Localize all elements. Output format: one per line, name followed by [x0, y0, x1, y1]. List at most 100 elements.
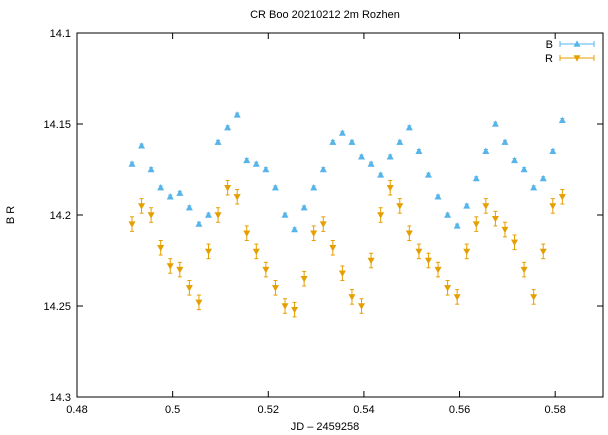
- data-point: [530, 184, 538, 191]
- y-tick-label: 14.25: [43, 301, 71, 313]
- data-point: [444, 285, 452, 292]
- data-point: [138, 203, 146, 210]
- data-point: [463, 202, 471, 209]
- y-tick-label: 14.15: [43, 119, 71, 131]
- data-point: [214, 138, 222, 145]
- series-B: [128, 111, 566, 233]
- data-point: [377, 171, 385, 178]
- data-point: [501, 226, 509, 234]
- data-point: [204, 248, 213, 256]
- data-point: [348, 138, 356, 145]
- data-point: [463, 248, 471, 256]
- data-point: [166, 193, 174, 200]
- data-point: [472, 221, 480, 228]
- x-axis-label: JD – 2459258: [291, 421, 360, 433]
- data-point: [377, 212, 385, 219]
- data-point: [558, 116, 566, 124]
- data-point: [405, 124, 413, 131]
- chart-title: CR Boo 20210212 2m Rozhen: [250, 9, 400, 21]
- axes: 0.48 0.5 0.52 0.54 0.56 0.58 14.1 14.15 14.2 14.2…: [43, 28, 604, 416]
- data-point: [530, 294, 538, 301]
- data-point: [329, 138, 337, 145]
- x-tick-label: 0.56: [449, 404, 470, 416]
- data-point: [539, 248, 547, 256]
- data-point: [176, 266, 184, 274]
- data-point: [482, 147, 490, 154]
- data-point: [415, 248, 423, 256]
- data-point: [204, 211, 213, 218]
- data-point: [185, 204, 193, 211]
- data-point: [491, 215, 499, 223]
- data-point: [224, 124, 232, 131]
- data-point: [444, 211, 452, 218]
- x-tick-label: 0.48: [66, 404, 87, 416]
- data-point: [319, 221, 327, 228]
- data-point: [396, 138, 404, 145]
- data-point: [300, 275, 308, 283]
- x-tick-label: 0.5: [165, 404, 180, 416]
- y-axis-label: B R: [5, 206, 17, 224]
- data-point: [310, 184, 318, 191]
- data-point: [424, 171, 432, 178]
- data-point: [157, 245, 165, 252]
- x-tick-label: 0.52: [258, 404, 279, 416]
- data-point: [262, 165, 270, 173]
- data-point: [549, 203, 557, 210]
- data-point: [453, 222, 461, 229]
- data-point: [300, 204, 308, 211]
- data-point: [511, 239, 519, 246]
- data-point: [367, 257, 375, 265]
- data-point: [176, 189, 184, 196]
- data-point: [262, 266, 270, 274]
- data-point: [166, 263, 174, 270]
- data-point: [291, 225, 299, 233]
- data-point: [243, 156, 251, 164]
- data-point: [195, 299, 203, 306]
- data-point: [195, 220, 203, 227]
- data-point: [147, 212, 155, 219]
- data-point: [482, 203, 490, 210]
- data-point: [358, 153, 366, 160]
- data-point: [539, 174, 547, 182]
- data-point: [271, 184, 279, 191]
- data-point: [243, 230, 251, 237]
- data-point: [338, 129, 346, 136]
- data-point: [415, 147, 423, 154]
- data-point: [386, 185, 394, 192]
- data-point: [520, 266, 528, 274]
- data-point: [348, 294, 356, 301]
- data-point: [281, 211, 289, 218]
- data-point: [367, 160, 375, 167]
- data-point: [549, 147, 557, 154]
- data-point: [128, 160, 136, 167]
- y-tick-label: 14.1: [50, 28, 71, 40]
- data-point: [319, 165, 327, 173]
- data-point: [252, 160, 260, 167]
- y-tick-label: 14.2: [50, 210, 71, 222]
- x-tick-label: 0.58: [544, 404, 565, 416]
- x-tick-label: 0.54: [353, 404, 374, 416]
- data-point: [310, 230, 318, 237]
- legend: BR: [545, 39, 595, 65]
- data-point: [386, 153, 394, 160]
- legend-label: B: [546, 39, 553, 51]
- data-point: [128, 221, 136, 228]
- data-point: [233, 111, 241, 118]
- legend-label: R: [545, 53, 553, 65]
- data-point: [338, 270, 346, 277]
- series-R: [128, 179, 566, 318]
- y-tick-label: 14.3: [50, 392, 71, 404]
- data-point: [520, 165, 528, 173]
- data-point: [558, 194, 566, 201]
- data-point: [434, 266, 442, 274]
- data-point: [157, 184, 165, 191]
- data-point: [138, 142, 146, 149]
- data-point: [396, 203, 404, 210]
- data-point: [472, 174, 480, 182]
- legend-marker: [573, 55, 581, 62]
- data-point: [424, 257, 432, 265]
- data-point: [147, 165, 155, 173]
- data-point: [185, 285, 193, 292]
